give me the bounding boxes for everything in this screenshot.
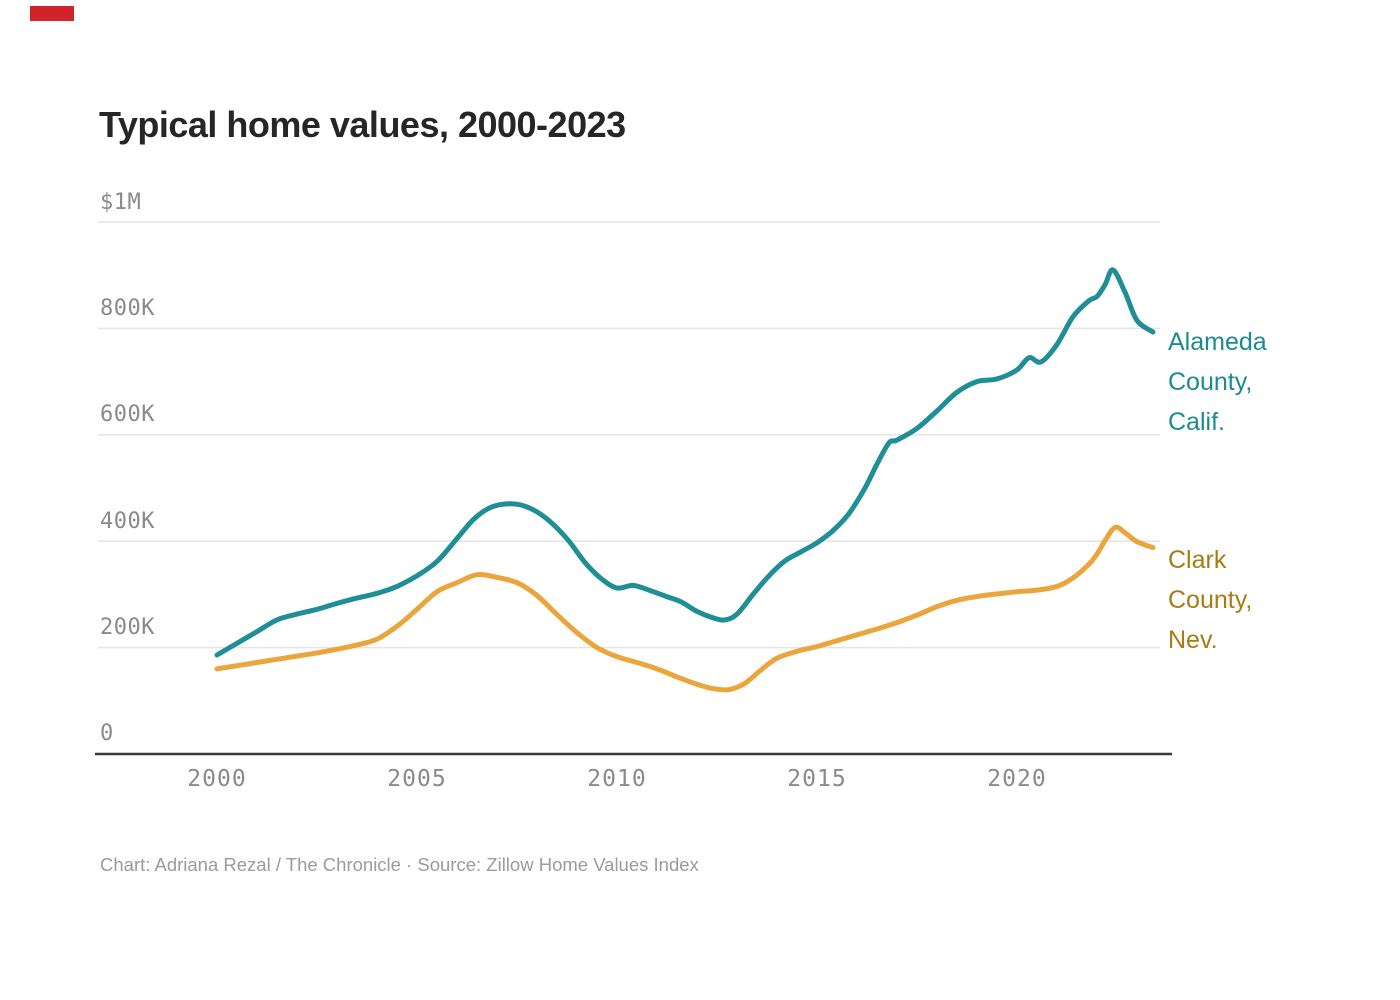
series-label-clark: Clark County, Nev. <box>1168 540 1252 660</box>
series-label-line: County, <box>1168 368 1253 396</box>
series-label-line: Alameda <box>1168 328 1267 356</box>
series-label-alameda: Alameda County, Calif. <box>1168 322 1267 442</box>
gridlines <box>98 221 1160 649</box>
series-label-line: County, <box>1168 586 1253 614</box>
series-label-line: Nev. <box>1168 626 1218 654</box>
x-tick-2000: 2000 <box>187 766 247 792</box>
y-tick-800k: 800K <box>100 296 155 321</box>
y-tick-0: 0 <box>100 721 114 746</box>
clark-line-series <box>214 524 1156 693</box>
series-label-line: Calif. <box>1168 408 1225 436</box>
x-tick-2010: 2010 <box>587 766 647 792</box>
x-tick-2005: 2005 <box>387 766 447 792</box>
y-tick-400k: 400K <box>100 509 155 534</box>
chart-title: Typical home values, 2000-2023 <box>99 104 626 145</box>
series-label-line: Clark <box>1168 546 1227 574</box>
y-tick-600k: 600K <box>100 402 155 427</box>
alameda-line-series <box>214 267 1156 658</box>
y-tick-200k: 200K <box>100 615 155 640</box>
x-tick-2015: 2015 <box>787 766 847 792</box>
chronicle-red-flag <box>30 6 74 21</box>
y-tick-1m: $1M <box>100 190 142 215</box>
x-tick-2020: 2020 <box>987 766 1047 792</box>
credit-caption: Chart: Adriana Rezal / The Chronicle · S… <box>100 854 699 875</box>
